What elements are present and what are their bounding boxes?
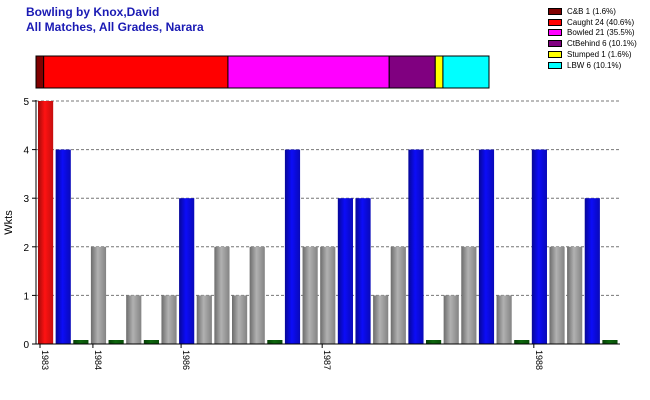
bar — [302, 246, 318, 344]
bar — [549, 246, 565, 344]
x-year-label: 1986 — [181, 350, 191, 370]
y-tick-label: 2 — [23, 243, 29, 254]
x-year-label: 1987 — [322, 350, 332, 370]
bar — [531, 149, 547, 344]
dismissal-segment — [442, 55, 490, 89]
bar — [355, 198, 371, 344]
chart-title: Bowling by Knox,David — [26, 5, 160, 19]
bar — [214, 246, 230, 344]
bar — [373, 295, 389, 344]
y-tick-label: 3 — [23, 194, 29, 205]
legend-swatch — [548, 29, 562, 37]
dismissal-segment — [434, 55, 444, 89]
legend-swatch — [548, 7, 562, 15]
bar — [337, 198, 353, 344]
dismissal-segment — [227, 55, 390, 89]
axis-labels: 0 1 2 3 4 5 Wkts 1983 1984 1986 1987 1988 — [3, 97, 544, 370]
bar — [284, 149, 301, 344]
legend-label: Bowled 21 (35.5%) — [567, 28, 635, 38]
x-year-label: 1983 — [40, 350, 50, 370]
bar — [196, 295, 212, 344]
bar — [496, 295, 512, 344]
bar — [143, 340, 159, 344]
dismissal-legend: C&B 1 (1.6%) Caught 24 (40.6%) Bowled 21 (… — [548, 6, 637, 71]
legend-item: CtBehind 6 (10.1%) — [548, 38, 637, 49]
dismissal-segment — [388, 55, 436, 89]
legend-label: LBW 6 (10.1%) — [567, 60, 622, 70]
y-tick-label: 5 — [23, 97, 29, 108]
bar — [161, 295, 177, 344]
y-tick-label: 4 — [23, 146, 29, 157]
bar — [55, 149, 71, 344]
y-tick-label: 1 — [23, 291, 29, 302]
legend-item: Caught 24 (40.6%) — [548, 17, 637, 28]
bar — [584, 198, 600, 344]
y-tick-label: 0 — [23, 340, 29, 351]
bar — [443, 295, 459, 344]
bar — [126, 295, 142, 344]
legend-swatch — [548, 51, 562, 59]
legend-label: Stumped 1 (1.6%) — [567, 50, 632, 60]
dismissal-segment — [35, 55, 45, 89]
axes — [32, 100, 620, 348]
bar — [514, 340, 530, 344]
legend-swatch — [548, 61, 562, 69]
bar — [478, 149, 495, 344]
x-year-label: 1984 — [93, 350, 103, 370]
bar — [408, 149, 424, 344]
bar — [267, 340, 283, 344]
legend-item: Bowled 21 (35.5%) — [548, 28, 637, 39]
bar — [249, 246, 265, 344]
legend-swatch — [548, 40, 562, 48]
dismissal-segment — [43, 55, 229, 89]
dismissal-strip-border — [35, 55, 490, 89]
bar — [90, 246, 107, 344]
chart-subtitle: All Matches, All Grades, Narara — [26, 20, 204, 34]
legend-item: C&B 1 (1.6%) — [548, 6, 637, 17]
wicket-bars — [38, 101, 618, 344]
legend-item: LBW 6 (10.1%) — [548, 60, 637, 71]
y-axis-label: Wkts — [3, 210, 15, 235]
bar — [179, 198, 195, 344]
legend-item: Stumped 1 (1.6%) — [548, 49, 637, 60]
dismissal-strip — [35, 55, 490, 89]
bar — [320, 246, 336, 344]
bar — [108, 340, 124, 344]
legend-label: C&B 1 (1.6%) — [567, 6, 616, 16]
bar — [602, 340, 618, 344]
bar — [73, 340, 89, 344]
legend-label: Caught 24 (40.6%) — [567, 17, 635, 27]
legend-swatch — [548, 18, 562, 26]
bar — [38, 101, 54, 344]
bar — [461, 246, 477, 344]
bar — [426, 340, 442, 344]
legend-label: CtBehind 6 (10.1%) — [567, 39, 637, 49]
x-year-label: 1988 — [534, 350, 544, 370]
bar — [390, 246, 406, 344]
bar — [232, 295, 248, 344]
bar — [567, 246, 583, 344]
